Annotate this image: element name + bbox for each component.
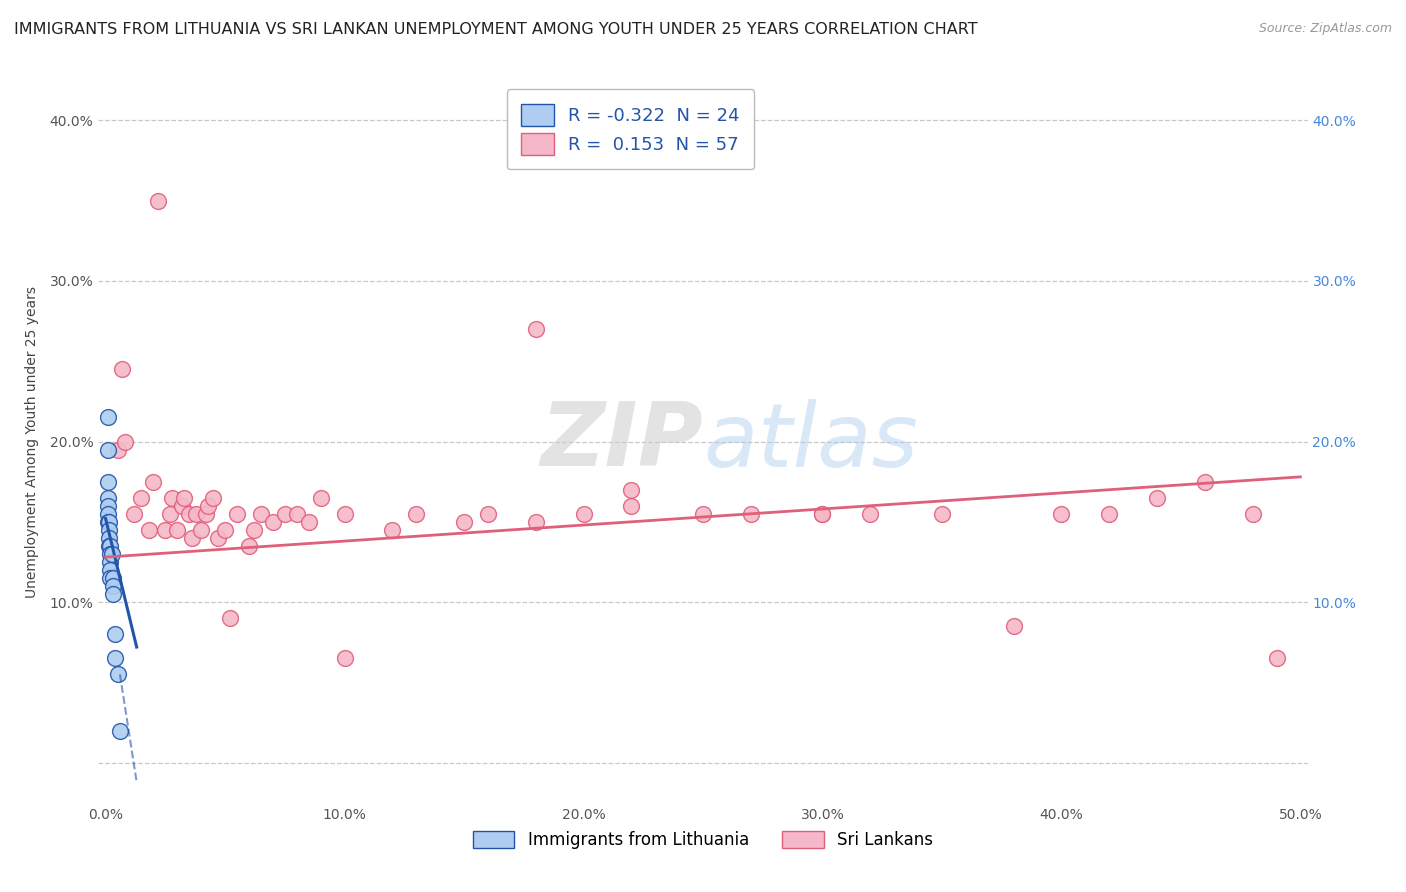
Point: [214, 523, 236, 537]
Point: [1146, 491, 1168, 505]
Point: [170, 499, 193, 513]
Point: [202, 491, 225, 505]
Point: [114, 434, 136, 449]
Point: [274, 507, 297, 521]
Point: [96, 410, 118, 425]
Point: [692, 507, 714, 521]
Point: [190, 523, 212, 537]
Point: [811, 507, 834, 521]
Point: [740, 507, 762, 521]
Text: ZIP: ZIP: [540, 398, 703, 485]
Point: [104, 627, 127, 641]
Point: [333, 507, 356, 521]
Point: [333, 651, 356, 665]
Point: [97, 499, 120, 513]
Point: [98, 539, 121, 553]
Text: Source: ZipAtlas.com: Source: ZipAtlas.com: [1258, 22, 1392, 36]
Point: [477, 507, 499, 521]
Point: [1265, 651, 1288, 665]
Point: [98, 515, 121, 529]
Point: [186, 507, 208, 521]
Point: [218, 611, 240, 625]
Point: [107, 442, 129, 457]
Point: [1194, 475, 1216, 489]
Point: [238, 539, 260, 553]
Point: [453, 515, 475, 529]
Point: [98, 555, 121, 569]
Point: [242, 523, 264, 537]
Point: [931, 507, 953, 521]
Point: [101, 571, 124, 585]
Point: [101, 587, 124, 601]
Point: [98, 539, 121, 553]
Point: [138, 523, 160, 537]
Point: [97, 515, 120, 529]
Point: [97, 475, 120, 489]
Point: [298, 515, 321, 529]
Point: [122, 507, 145, 521]
Point: [524, 322, 547, 336]
Point: [98, 531, 121, 545]
Legend: Immigrants from Lithuania, Sri Lankans: Immigrants from Lithuania, Sri Lankans: [465, 824, 941, 856]
Point: [146, 194, 169, 208]
Point: [159, 507, 181, 521]
Point: [620, 483, 643, 497]
Point: [405, 507, 427, 521]
Point: [96, 442, 118, 457]
Point: [98, 523, 121, 537]
Point: [226, 507, 249, 521]
Point: [97, 507, 120, 521]
Point: [101, 579, 124, 593]
Text: atlas: atlas: [703, 399, 918, 484]
Point: [207, 531, 229, 545]
Point: [155, 523, 177, 537]
Point: [98, 547, 121, 561]
Point: [1002, 619, 1025, 633]
Point: [111, 362, 134, 376]
Point: [142, 475, 165, 489]
Point: [309, 491, 332, 505]
Point: [131, 491, 153, 505]
Point: [180, 531, 202, 545]
Text: IMMIGRANTS FROM LITHUANIA VS SRI LANKAN UNEMPLOYMENT AMONG YOUTH UNDER 25 YEARS : IMMIGRANTS FROM LITHUANIA VS SRI LANKAN …: [14, 22, 977, 37]
Point: [620, 499, 643, 513]
Point: [1050, 507, 1073, 521]
Point: [381, 523, 404, 537]
Point: [100, 547, 122, 561]
Point: [197, 499, 219, 513]
Point: [166, 523, 188, 537]
Point: [107, 667, 129, 681]
Point: [98, 563, 121, 577]
Point: [285, 507, 308, 521]
Point: [108, 723, 131, 738]
Y-axis label: Unemployment Among Youth under 25 years: Unemployment Among Youth under 25 years: [24, 285, 38, 598]
Point: [104, 651, 127, 665]
Point: [250, 507, 273, 521]
Point: [262, 515, 284, 529]
Point: [1098, 507, 1121, 521]
Point: [173, 491, 195, 505]
Point: [859, 507, 882, 521]
Point: [194, 507, 217, 521]
Point: [97, 491, 120, 505]
Point: [162, 491, 184, 505]
Point: [572, 507, 595, 521]
Point: [179, 507, 201, 521]
Point: [524, 515, 547, 529]
Point: [1241, 507, 1264, 521]
Point: [811, 507, 834, 521]
Point: [98, 571, 121, 585]
